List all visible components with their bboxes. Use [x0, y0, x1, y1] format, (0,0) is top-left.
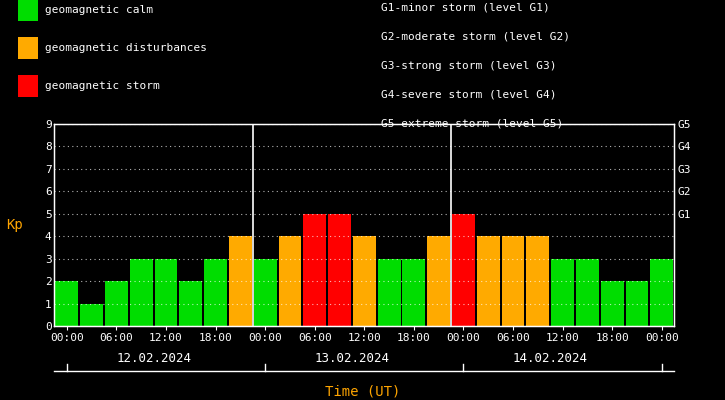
Bar — [328, 214, 351, 326]
Bar — [650, 259, 674, 326]
Bar — [154, 259, 178, 326]
Bar — [601, 281, 624, 326]
Bar — [551, 259, 574, 326]
Text: G4-severe storm (level G4): G4-severe storm (level G4) — [381, 89, 556, 99]
Bar — [130, 259, 152, 326]
Bar — [278, 236, 302, 326]
Bar — [229, 236, 252, 326]
Text: geomagnetic calm: geomagnetic calm — [45, 5, 153, 15]
Bar — [179, 281, 202, 326]
Bar — [55, 281, 78, 326]
Bar — [105, 281, 128, 326]
Bar — [576, 259, 599, 326]
Bar — [378, 259, 400, 326]
Bar — [452, 214, 475, 326]
Text: 14.02.2024: 14.02.2024 — [513, 352, 588, 364]
Bar — [477, 236, 500, 326]
Text: geomagnetic disturbances: geomagnetic disturbances — [45, 43, 207, 53]
Bar — [80, 304, 103, 326]
Text: 12.02.2024: 12.02.2024 — [116, 352, 191, 364]
Text: G5-extreme storm (level G5): G5-extreme storm (level G5) — [381, 118, 563, 128]
Bar — [353, 236, 376, 326]
Bar — [204, 259, 227, 326]
Text: G1-minor storm (level G1): G1-minor storm (level G1) — [381, 3, 550, 13]
Bar — [427, 236, 450, 326]
Text: geomagnetic storm: geomagnetic storm — [45, 81, 160, 91]
Text: 13.02.2024: 13.02.2024 — [315, 352, 389, 364]
Bar — [626, 281, 648, 326]
Text: G3-strong storm (level G3): G3-strong storm (level G3) — [381, 61, 556, 70]
Text: G2-moderate storm (level G2): G2-moderate storm (level G2) — [381, 32, 570, 42]
Bar — [502, 236, 524, 326]
Bar — [402, 259, 426, 326]
Text: Time (UT): Time (UT) — [325, 384, 400, 398]
Bar — [303, 214, 326, 326]
Text: Kp: Kp — [6, 218, 22, 232]
Bar — [526, 236, 550, 326]
Bar — [254, 259, 276, 326]
